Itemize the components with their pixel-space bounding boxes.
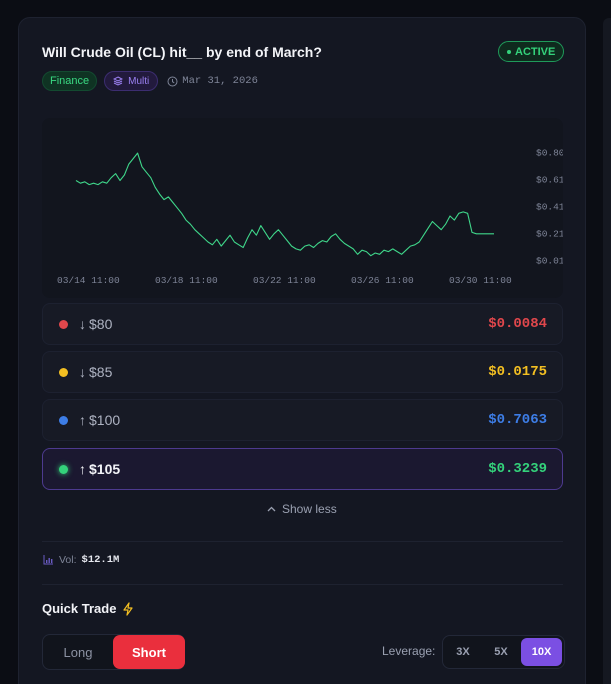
y-tick-label: $0.0185 xyxy=(536,256,563,267)
outcome-color-dot xyxy=(59,416,68,425)
end-date: Mar 31, 2026 xyxy=(167,75,258,87)
outcome-row[interactable]: ↓ $85 $0.0175 xyxy=(42,351,563,393)
outcome-label: ↑ $105 xyxy=(79,461,120,477)
show-less-label: Show less xyxy=(282,502,337,516)
show-less-button[interactable]: Show less xyxy=(267,502,337,516)
layers-icon xyxy=(113,76,124,86)
outcome-color-dot xyxy=(59,320,68,329)
tag-row: Finance Multi Mar 31, 2026 xyxy=(42,71,258,91)
volume-stat: Vol: $12.1M xyxy=(43,554,119,566)
price-chart[interactable]: $0.8082 $0.6108 $0.4133 $0.2159 $0.0185 03/14… xyxy=(42,118,563,298)
category-tag[interactable]: Finance xyxy=(42,71,98,91)
leverage-option-5x[interactable]: 5X xyxy=(494,646,508,658)
outcome-label: ↓ $85 xyxy=(79,364,112,380)
outcome-color-dot xyxy=(59,465,68,474)
chevron-up-icon xyxy=(267,506,276,512)
leverage-option-3x[interactable]: 3X xyxy=(456,646,470,658)
outcome-label: ↓ $80 xyxy=(79,316,112,332)
arrow-down-icon: ↓ xyxy=(79,316,86,332)
x-tick-label: 03/26 11:00 xyxy=(351,275,414,286)
volume-value: $12.1M xyxy=(81,554,120,566)
outcome-label: ↑ $100 xyxy=(79,412,120,428)
x-tick-label: 03/14 11:00 xyxy=(57,275,120,286)
outcome-strike: $80 xyxy=(89,316,113,332)
clock-icon xyxy=(167,76,178,86)
outcome-price: $0.3239 xyxy=(488,461,547,477)
outcome-row[interactable]: ↓ $80 $0.0084 xyxy=(42,303,563,345)
end-date-text: Mar 31, 2026 xyxy=(182,75,258,87)
side-panel-edge xyxy=(603,18,611,684)
price-series-line xyxy=(75,152,494,257)
arrow-down-icon: ↓ xyxy=(79,364,86,380)
leverage-selector: 3X 5X 10X xyxy=(442,635,565,669)
outcome-price: $0.0175 xyxy=(488,364,547,380)
leverage-label: Leverage: xyxy=(382,644,436,658)
status-badge: ACTIVE xyxy=(498,41,565,62)
short-button[interactable]: Short xyxy=(113,635,185,669)
long-button[interactable]: Long xyxy=(63,644,93,660)
outcome-strike: $85 xyxy=(89,364,113,380)
outcome-row[interactable]: ↑ $100 $0.7063 xyxy=(42,399,563,441)
market-card: Will Crude Oil (CL) hit__ by end of Marc… xyxy=(18,17,586,684)
outcome-strike: $105 xyxy=(89,461,121,477)
outcome-row[interactable]: ↑ $105 $0.3239 xyxy=(42,448,563,490)
y-tick-label: $0.4133 xyxy=(536,202,563,213)
x-tick-label: 03/30 11:00 xyxy=(449,275,512,286)
multi-tag-label: Multi xyxy=(128,75,150,87)
arrow-up-icon: ↑ xyxy=(79,461,86,477)
outcome-price: $0.0084 xyxy=(488,316,547,332)
outcome-color-dot xyxy=(59,368,68,377)
outcome-price: $0.7063 xyxy=(488,412,547,428)
x-tick-label: 03/22 11:00 xyxy=(253,275,316,286)
status-label: ACTIVE xyxy=(515,45,556,58)
price-chart-svg: $0.8082 $0.6108 $0.4133 $0.2159 $0.0185 03/14… xyxy=(57,148,563,287)
quick-trade-title: Quick Trade xyxy=(42,601,117,616)
divider xyxy=(42,584,563,585)
multi-tag[interactable]: Multi xyxy=(104,71,159,91)
y-tick-label: $0.6108 xyxy=(536,175,563,186)
y-tick-label: $0.2159 xyxy=(536,229,563,240)
divider xyxy=(42,541,563,542)
status-dot-icon xyxy=(507,49,511,54)
x-tick-label: 03/18 11:00 xyxy=(155,275,218,286)
arrow-up-icon: ↑ xyxy=(79,412,86,428)
outcome-strike: $100 xyxy=(89,412,121,428)
volume-label: Vol: xyxy=(59,554,77,566)
quick-trade-heading: Quick Trade xyxy=(42,601,134,616)
y-tick-label: $0.8082 xyxy=(536,148,563,159)
side-toggle: Long Short xyxy=(42,634,185,670)
lightning-icon xyxy=(123,601,134,616)
leverage-option-10x[interactable]: 10X xyxy=(521,638,562,666)
market-title: Will Crude Oil (CL) hit__ by end of Marc… xyxy=(42,44,322,60)
bar-chart-icon xyxy=(43,555,53,565)
